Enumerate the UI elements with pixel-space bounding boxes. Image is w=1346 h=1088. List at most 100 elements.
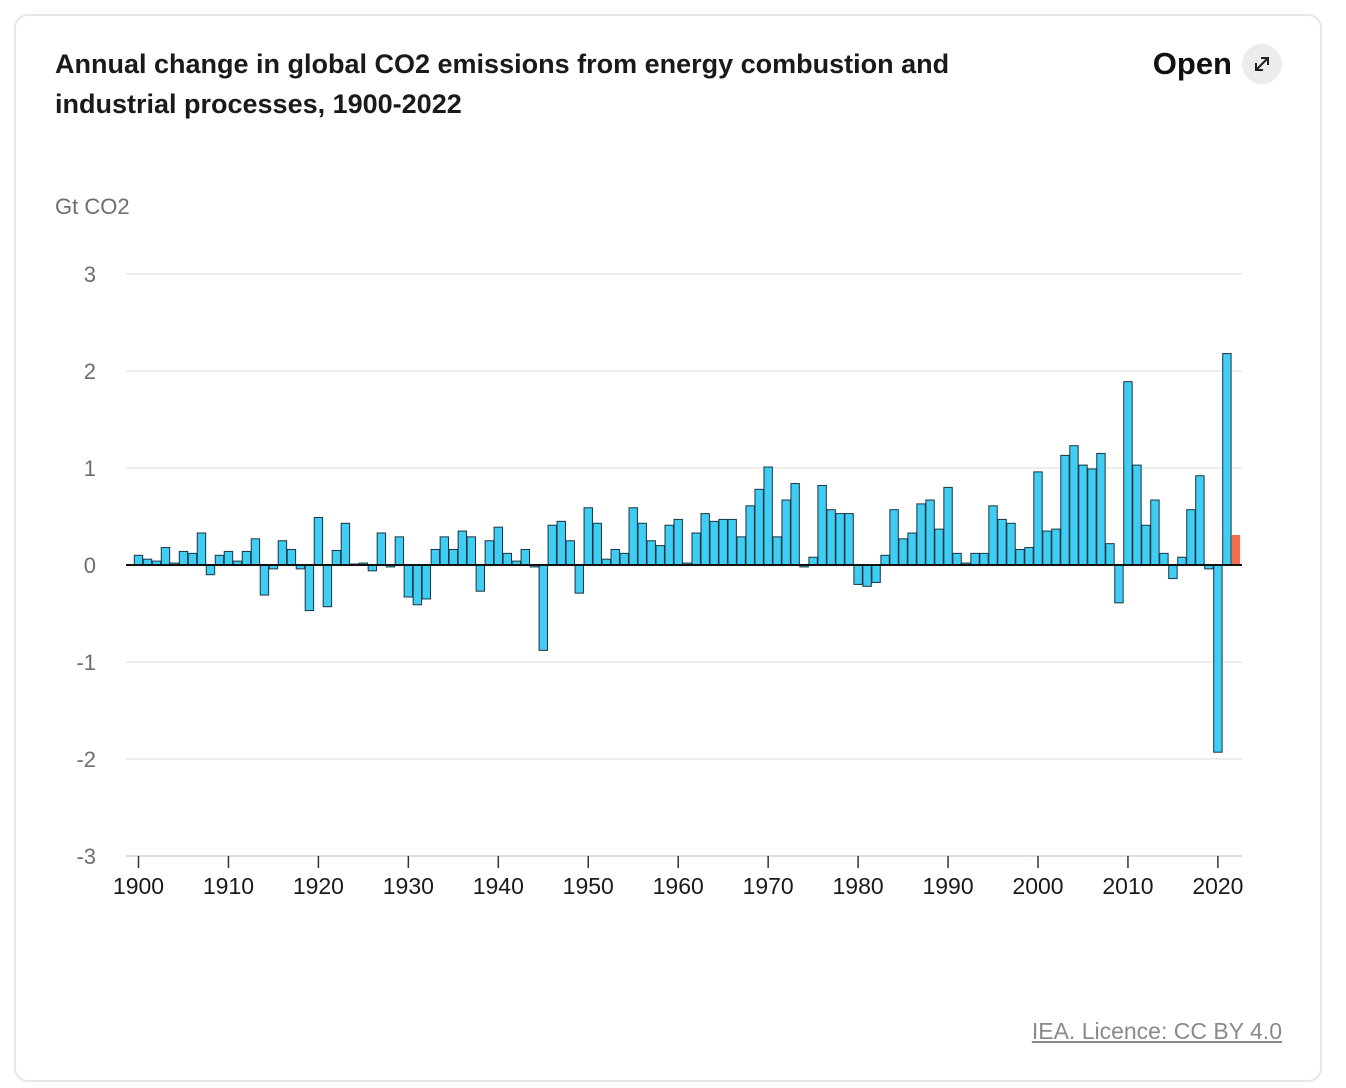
x-tick-label: 1940 [473, 873, 524, 899]
bar [736, 536, 746, 566]
bar [1087, 468, 1097, 566]
bar [1096, 452, 1106, 566]
bar [772, 536, 782, 566]
x-tick-label: 2020 [1192, 873, 1243, 899]
bar [520, 548, 530, 566]
y-tick-label: 0 [84, 553, 96, 578]
bar [394, 536, 405, 566]
bar [1033, 471, 1043, 566]
bar [448, 548, 459, 566]
bar [619, 552, 629, 566]
chart-title: Annual change in global CO2 emissions fr… [55, 49, 950, 119]
bar [1015, 548, 1025, 566]
bar [664, 524, 674, 566]
bar [1051, 528, 1061, 566]
bar [376, 532, 387, 566]
bar [817, 484, 827, 566]
y-axis-unit-label: Gt CO2 [55, 194, 130, 219]
y-tick-label: -1 [76, 650, 96, 675]
bar [493, 526, 504, 566]
bar [1105, 543, 1115, 566]
bar [430, 548, 441, 566]
bar [853, 564, 863, 585]
bar [223, 550, 234, 566]
bar [1150, 499, 1160, 566]
bar [907, 532, 917, 566]
bar [322, 564, 333, 608]
bar [1177, 556, 1187, 566]
bar [808, 556, 818, 566]
bar [889, 509, 899, 566]
y-tick-label: 1 [84, 456, 96, 481]
bar [1114, 564, 1124, 604]
open-button[interactable]: Open [1153, 44, 1282, 84]
bar [628, 507, 638, 566]
x-tick-label: 1900 [113, 873, 164, 899]
bar [1042, 530, 1052, 566]
bar [718, 518, 728, 566]
bar [313, 516, 324, 566]
bar [1213, 564, 1223, 753]
bar [1195, 475, 1205, 566]
bar [304, 564, 315, 612]
bar [637, 522, 647, 566]
bar [1141, 524, 1151, 566]
bar [214, 554, 225, 566]
bar [754, 488, 764, 566]
expand-arrows-icon [1242, 44, 1282, 84]
x-tick-label: 1910 [203, 873, 254, 899]
bar [943, 486, 953, 566]
bar [1069, 445, 1079, 566]
bar [862, 564, 872, 587]
x-tick-label: 1980 [833, 873, 884, 899]
bar [538, 564, 548, 651]
bar [133, 554, 144, 566]
licence-link[interactable]: IEA. Licence: CC BY 4.0 [1031, 1018, 1282, 1044]
bar [484, 540, 495, 566]
bar [1123, 381, 1133, 566]
bar [178, 550, 189, 566]
bar [952, 552, 962, 566]
y-tick-label: -3 [76, 844, 96, 869]
bar [745, 505, 755, 566]
bar [574, 564, 584, 594]
bar [1159, 552, 1169, 566]
y-tick-label: 2 [84, 359, 96, 384]
bar [259, 564, 270, 596]
bar [466, 536, 477, 566]
x-tick-label: 1990 [922, 873, 973, 899]
bar [871, 564, 881, 583]
bar [1060, 454, 1070, 566]
bar [583, 507, 593, 566]
bar [988, 505, 998, 566]
x-tick-label: 1960 [653, 873, 704, 899]
bar [241, 550, 252, 566]
x-tick-label: 1970 [743, 873, 794, 899]
x-tick-label: 1920 [293, 873, 344, 899]
bar [1168, 564, 1178, 580]
bar [1024, 547, 1034, 566]
bar [934, 528, 944, 566]
bar [1006, 522, 1016, 566]
bar [457, 530, 468, 566]
bar [997, 518, 1007, 566]
bar [412, 564, 423, 606]
bar [916, 503, 926, 566]
bar [655, 545, 665, 566]
bar [556, 520, 566, 566]
bar [205, 564, 216, 576]
bar [673, 518, 683, 566]
x-tick-label: 1930 [383, 873, 434, 899]
bar [790, 483, 800, 566]
bar [826, 509, 836, 566]
bar [610, 548, 620, 566]
bar [1078, 464, 1088, 566]
bar [1186, 509, 1196, 566]
bar [763, 466, 773, 566]
bar [709, 520, 719, 566]
bar [331, 549, 342, 566]
bar [565, 540, 575, 566]
bar [700, 513, 710, 566]
bar [187, 552, 198, 566]
bar [403, 564, 414, 598]
